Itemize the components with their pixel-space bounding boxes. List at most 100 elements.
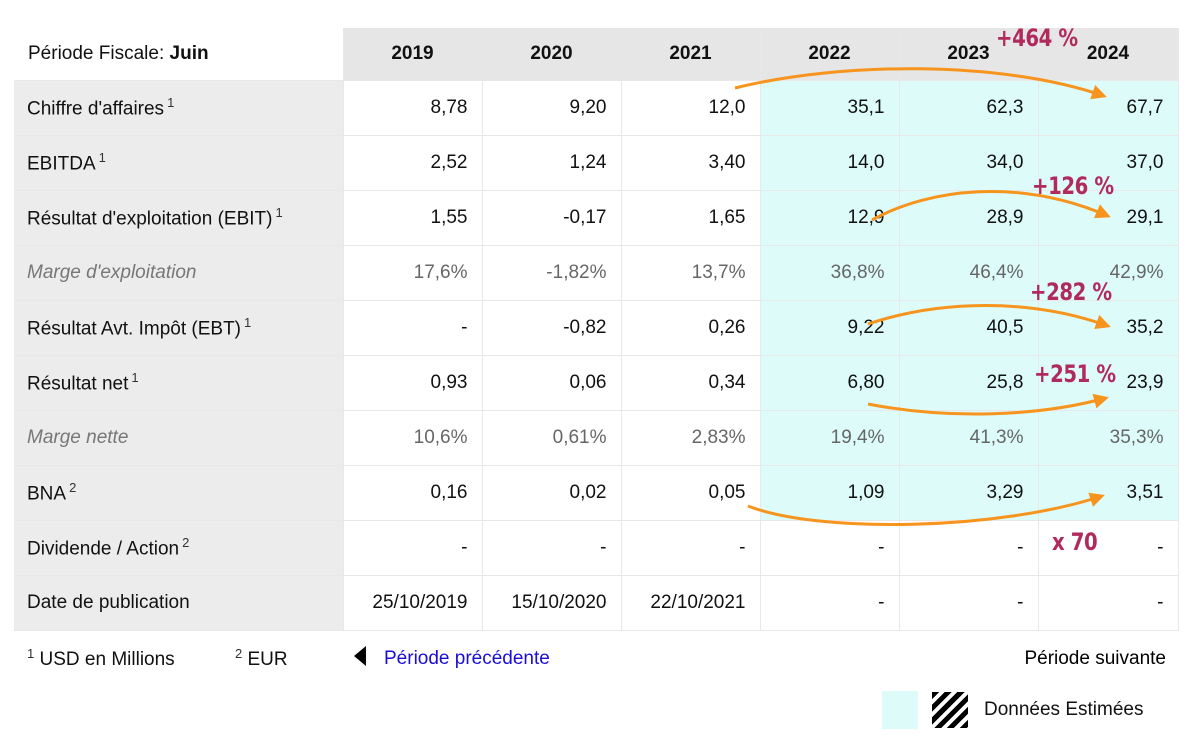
footnote-1: 1 USD en Millions — [27, 646, 175, 671]
table-cell: -0,82 — [482, 300, 622, 356]
table-cell: 0,02 — [482, 465, 622, 521]
table-cell: 67,7 — [1038, 80, 1179, 136]
table-cell: 28,9 — [899, 190, 1039, 246]
table-row: Résultat Avt. Impôt (EBT) 1- -0,82 0,26 9,22… — [14, 300, 1179, 356]
year-header: 2019 — [343, 28, 483, 81]
row-label: Chiffre d'affaires 1 — [14, 80, 344, 136]
table-cell: 0,93 — [343, 355, 483, 411]
cropped-source-text — [650, 0, 1190, 6]
table-cell: 22/10/2021 — [621, 575, 761, 631]
table-cell: 3,29 — [899, 465, 1039, 521]
table-cell: 34,0 — [899, 135, 1039, 191]
row-label: EBITDA 1 — [14, 135, 344, 191]
row-label: Marge nette — [14, 410, 344, 466]
row-label: Date de publication — [14, 575, 344, 631]
table-cell: 19,4% — [760, 410, 900, 466]
year-header: 2022 — [760, 28, 900, 81]
table-cell: 25,8 — [899, 355, 1039, 411]
annotation-126: +126 % — [1032, 172, 1114, 200]
row-label: Résultat net 1 — [14, 355, 344, 411]
table-cell: 8,78 — [343, 80, 483, 136]
table-cell: 1,55 — [343, 190, 483, 246]
table-cell: 17,6% — [343, 245, 483, 301]
table-cell: -1,82% — [482, 245, 622, 301]
table-cell: 0,16 — [343, 465, 483, 521]
table-cell: 1,65 — [621, 190, 761, 246]
table-cell: 9,22 — [760, 300, 900, 356]
legend-label: Données Estimées — [984, 699, 1144, 720]
table-cell: - — [621, 520, 761, 576]
table-cell: 14,0 — [760, 135, 900, 191]
footnotes: 1 USD en Millions 2 EUR — [24, 646, 340, 671]
table-cell: 9,20 — [482, 80, 622, 136]
table-cell: 0,05 — [621, 465, 761, 521]
table-cell: 10,6% — [343, 410, 483, 466]
table-row: Résultat net 1 0,93 0,06 0,34 6,80 25,8 23,9 — [14, 355, 1179, 411]
row-label: Marge d'exploitation — [14, 245, 344, 301]
table-cell: 37,0 — [1038, 135, 1179, 191]
table-cell: - — [343, 520, 483, 576]
table-cell: 0,61% — [482, 410, 622, 466]
previous-period-link[interactable]: Période précédente — [354, 645, 550, 670]
hatched-swatch — [932, 692, 968, 728]
estimate-swatch — [882, 691, 918, 729]
next-period-label: Période suivante — [1024, 648, 1166, 669]
table-cell: 2,52 — [343, 135, 483, 191]
year-header: 2020 — [482, 28, 622, 81]
table-row: Date de publication 25/10/2019 15/10/2020 2… — [14, 575, 1179, 631]
table-cell: 36,8% — [760, 245, 900, 301]
table-cell: 12,0 — [621, 80, 761, 136]
table-cell: - — [482, 520, 622, 576]
triangle-left-icon — [354, 645, 366, 666]
table-cell: 1,09 — [760, 465, 900, 521]
table-cell: - — [899, 520, 1039, 576]
footnote-2: 2 EUR — [234, 646, 288, 671]
table-cell: 25/10/2019 — [343, 575, 483, 631]
year-header: 2021 — [621, 28, 761, 81]
table-row: BNA 2 0,16 0,02 0,05 1,09 3,29 3,51 — [14, 465, 1179, 521]
row-label: BNA 2 — [14, 465, 344, 521]
table-cell: 0,26 — [621, 300, 761, 356]
table-cell: 42,9% — [1038, 245, 1179, 301]
previous-period-label: Période précédente — [384, 648, 550, 669]
table-cell: 6,80 — [760, 355, 900, 411]
table-cell: 40,5 — [899, 300, 1039, 356]
table-cell: 13,7% — [621, 245, 761, 301]
table-cell: 62,3 — [899, 80, 1039, 136]
table-cell: - — [1038, 520, 1179, 576]
table-row: EBITDA 1 2,52 1,24 3,40 14,0 34,0 37,0 — [14, 135, 1179, 191]
fiscal-period-label: Période Fiscale: — [28, 43, 165, 64]
table-cell: 0,06 — [482, 355, 622, 411]
table-cell: 3,40 — [621, 135, 761, 191]
table-cell: 15/10/2020 — [482, 575, 622, 631]
table-cell: 46,4% — [899, 245, 1039, 301]
table-cell: 35,3% — [1038, 410, 1179, 466]
table-row: Chiffre d'affaires 1 8,78 9,20 12,0 35,1 62,3 6… — [14, 80, 1179, 136]
table-cell: - — [1038, 575, 1179, 631]
row-label: Résultat Avt. Impôt (EBT) 1 — [14, 300, 344, 356]
financial-summary-table: Période Fiscale: Juin 2019 2020 2021 202… — [14, 28, 1179, 631]
table-row: Marge nette 10,6% 0,61% 2,83% 19,4% 41,3% 35,3… — [14, 410, 1179, 466]
table-cell: - — [760, 575, 900, 631]
annotation-464: +464 % — [996, 24, 1078, 52]
table-cell: 35,1 — [760, 80, 900, 136]
table-cell: 41,3% — [899, 410, 1039, 466]
table-row: Dividende / Action 2- - - - - - — [14, 520, 1179, 576]
annotation-x70: x 70 — [1052, 528, 1098, 556]
table-cell: - — [760, 520, 900, 576]
table-row: Résultat d'exploitation (EBIT) 1 1,55 -0,17… — [14, 190, 1179, 246]
fiscal-period-header: Période Fiscale: Juin — [14, 28, 344, 81]
table-cell: - — [899, 575, 1039, 631]
table-cell: 3,51 — [1038, 465, 1179, 521]
table-row: Marge d'exploitation 17,6% -1,82% 13,7% 36,8… — [14, 245, 1179, 301]
row-label: Dividende / Action 2 — [14, 520, 344, 576]
table-cell: 0,34 — [621, 355, 761, 411]
estimate-legend: Données Estimées — [882, 690, 1143, 730]
fiscal-period-value: Juin — [169, 43, 209, 64]
annotation-251: +251 % — [1034, 360, 1116, 388]
annotation-282: +282 % — [1030, 278, 1112, 306]
table-cell: 1,24 — [482, 135, 622, 191]
table-cell: 12,9 — [760, 190, 900, 246]
table-cell: 2,83% — [621, 410, 761, 466]
row-label: Résultat d'exploitation (EBIT) 1 — [14, 190, 344, 246]
